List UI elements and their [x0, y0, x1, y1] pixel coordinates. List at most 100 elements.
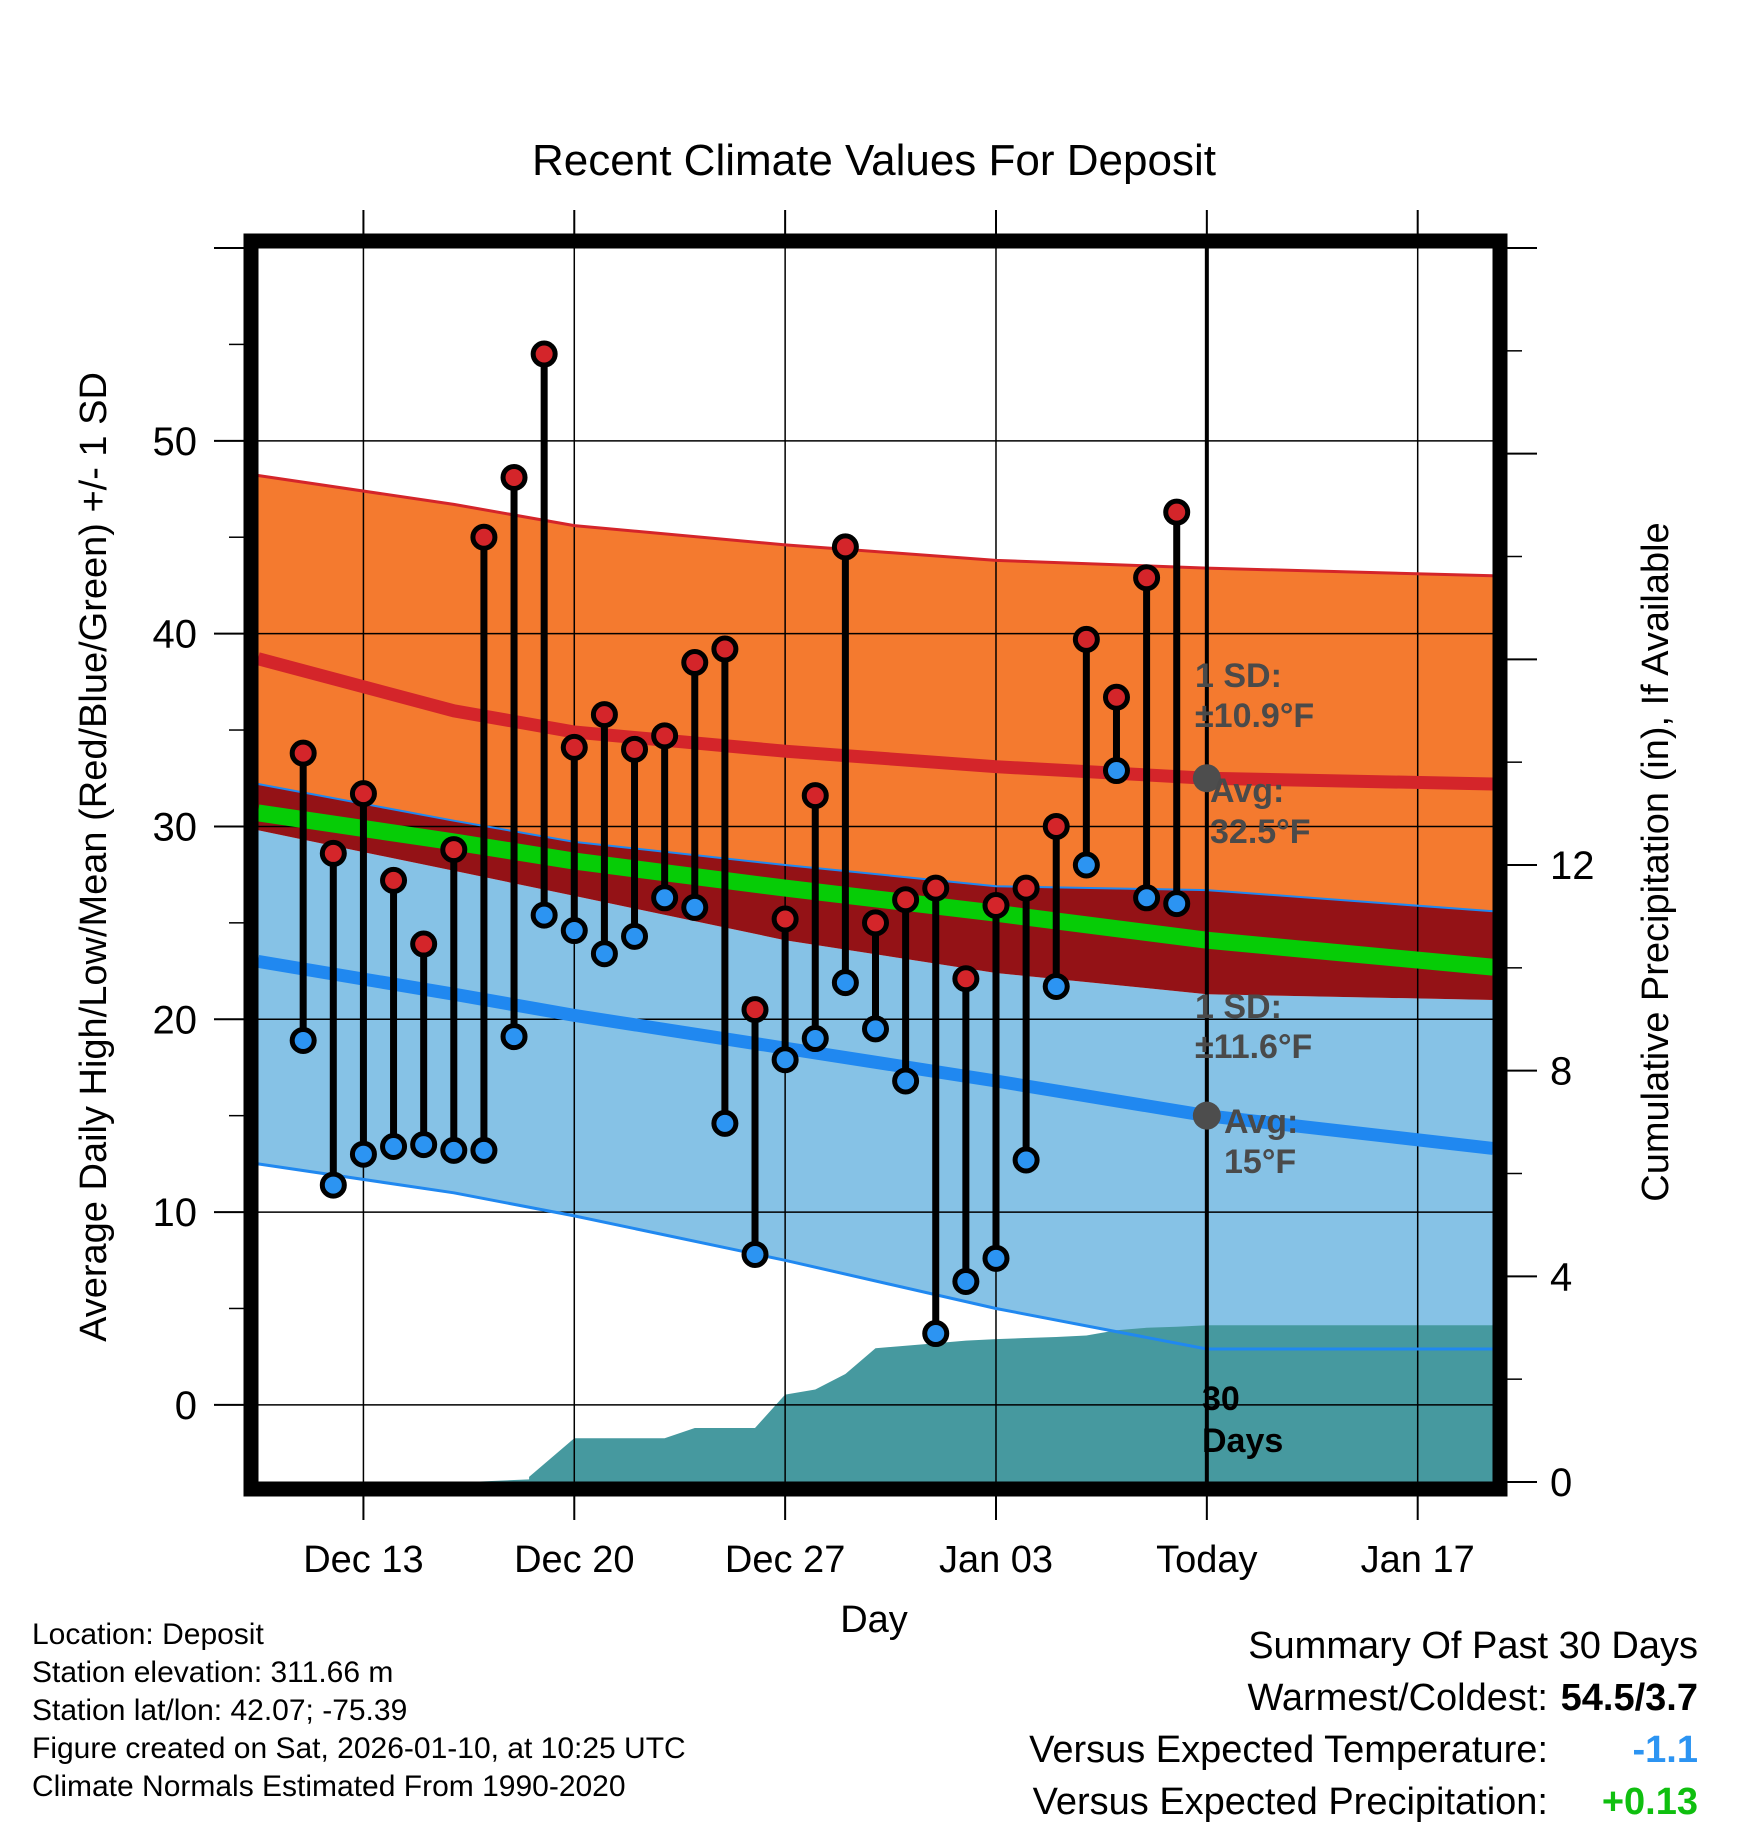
- daily-high-point: [1042, 812, 1070, 840]
- daily-low-point: [349, 1140, 377, 1168]
- daily-high-point: [892, 886, 920, 914]
- daily-low-point: [1042, 972, 1070, 1000]
- y2-tick-label: 4: [1550, 1255, 1572, 1299]
- daily-low-point: [590, 940, 618, 968]
- daily-high-point: [1012, 874, 1040, 902]
- temp-label: Versus Expected Temperature:: [1029, 1729, 1548, 1771]
- x-tick-label: Dec 20: [514, 1539, 634, 1581]
- y-tick-label: 10: [153, 1191, 198, 1235]
- daily-low-point: [862, 1015, 889, 1043]
- warm-cold-value: 54.5/3.7: [1560, 1677, 1698, 1719]
- daily-high-point: [711, 635, 739, 663]
- daily-low-point: [801, 1025, 829, 1053]
- daily-low-point: [560, 917, 588, 945]
- x-tick-label: Jan 03: [939, 1539, 1053, 1581]
- daily-low-point: [952, 1267, 980, 1295]
- warm-cold-row: Warmest/Coldest: 54.5/3.7: [1029, 1672, 1698, 1724]
- created-text: Figure created on Sat, 2026-01-10, at 10…: [32, 1732, 686, 1765]
- x-axis-label: Day: [840, 1599, 908, 1641]
- daily-high-point: [289, 739, 317, 767]
- period-number: 30: [1202, 1380, 1240, 1418]
- low-avg-marker: [1192, 1101, 1221, 1130]
- daily-high-point: [862, 909, 889, 937]
- normals-text: Climate Normals Estimated From 1990-2020: [32, 1770, 626, 1803]
- daily-high-point: [982, 891, 1010, 919]
- daily-high-point: [1072, 625, 1100, 653]
- daily-high-point: [560, 733, 588, 761]
- daily-low-point: [741, 1240, 769, 1268]
- daily-low-point: [470, 1136, 498, 1164]
- daily-high-point: [319, 839, 347, 867]
- location-text: Location: Deposit: [32, 1618, 264, 1651]
- daily-high-point: [440, 836, 468, 864]
- summary-title: Summary Of Past 30 Days: [1248, 1625, 1698, 1667]
- daily-high-point: [470, 523, 498, 551]
- daily-low-point: [1102, 757, 1130, 785]
- daily-low-point: [831, 969, 859, 997]
- daily-low-point: [1012, 1146, 1040, 1174]
- daily-high-point: [771, 905, 799, 933]
- low-sd-label: 1 SD:: [1195, 988, 1282, 1026]
- high-avg-label: Avg:: [1210, 772, 1284, 810]
- daily-low-point: [711, 1109, 739, 1137]
- low-avg-value: 15°F: [1224, 1143, 1296, 1181]
- daily-high-point: [1133, 564, 1161, 592]
- daily-high-point: [831, 533, 859, 561]
- daily-high-point: [500, 463, 528, 491]
- daily-low-point: [410, 1131, 438, 1159]
- precip-value: +0.13: [1601, 1781, 1698, 1823]
- daily-low-point: [380, 1133, 408, 1161]
- daily-low-point: [440, 1136, 468, 1164]
- low-sd-value: ±11.6°F: [1195, 1028, 1312, 1066]
- precip-row: Versus Expected Precipitation: +0.13: [1029, 1776, 1698, 1828]
- x-tick-label: Today: [1156, 1539, 1257, 1581]
- daily-low-point: [1163, 890, 1191, 918]
- daily-low-point: [530, 901, 558, 929]
- warm-cold-label: Warmest/Coldest:: [1247, 1677, 1548, 1719]
- daily-low-point: [922, 1320, 950, 1348]
- y2-tick-label: 12: [1550, 844, 1595, 888]
- daily-high-point: [801, 782, 829, 810]
- daily-high-point: [651, 722, 679, 750]
- y-axis-label: Average Daily High/Low/Mean (Red/Blue/Gr…: [73, 372, 115, 1342]
- y2-tick-label: 0: [1550, 1461, 1572, 1505]
- daily-high-point: [1102, 683, 1130, 711]
- y-tick-label: 0: [175, 1384, 197, 1428]
- temp-row: Versus Expected Temperature: -1.1: [1029, 1724, 1698, 1776]
- daily-high-point: [922, 874, 950, 902]
- plot-frame: [243, 233, 1508, 1497]
- daily-low-point: [289, 1026, 317, 1054]
- high-avg-value: 32.5°F: [1210, 813, 1311, 851]
- daily-high-point: [590, 701, 618, 729]
- elevation-text: Station elevation: 311.66 m: [32, 1656, 394, 1689]
- daily-high-point: [410, 930, 438, 958]
- high-sd-label: 1 SD:: [1195, 657, 1282, 695]
- high-sd-value: ±10.9°F: [1195, 697, 1314, 735]
- precipitation-area: [258, 1325, 1493, 1482]
- daily-high-point: [741, 996, 769, 1024]
- y-tick-label: 30: [153, 805, 198, 849]
- y2-axis-label: Cumulative Precipitation (in), If Availa…: [1635, 522, 1677, 1201]
- period-unit: Days: [1202, 1422, 1283, 1460]
- precip-label: Versus Expected Precipitation:: [1032, 1781, 1548, 1823]
- chart-title: Recent Climate Values For Deposit: [532, 136, 1216, 185]
- y-tick-label: 50: [153, 420, 198, 464]
- daily-low-point: [1133, 884, 1161, 912]
- daily-high-point: [380, 866, 408, 894]
- daily-high-point: [952, 965, 980, 993]
- daily-low-point: [892, 1067, 920, 1095]
- daily-low-point: [621, 922, 649, 950]
- summary-panel: Summary Of Past 30 Days Warmest/Coldest:…: [1029, 1620, 1698, 1828]
- daily-low-point: [1072, 851, 1100, 879]
- y2-tick-label: 8: [1550, 1050, 1572, 1094]
- high-avg-marker: [1192, 764, 1221, 793]
- station-info: Location: Deposit Station elevation: 311…: [32, 1616, 686, 1806]
- daily-high-point: [1163, 498, 1191, 526]
- daily-high-point: [349, 780, 377, 808]
- temp-value: -1.1: [1632, 1729, 1698, 1771]
- daily-low-point: [681, 893, 709, 921]
- daily-low-point: [651, 884, 679, 912]
- daily-high-point: [530, 340, 558, 368]
- daily-low-point: [982, 1244, 1010, 1272]
